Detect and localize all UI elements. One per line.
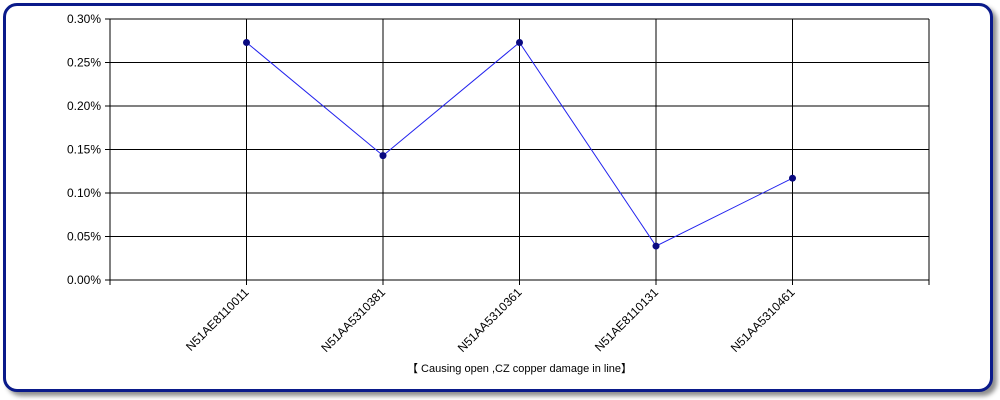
- y-axis-ticks: 0.00% 0.05% 0.10% 0.15% 0.20% 0.25% 0.30%: [67, 12, 110, 287]
- data-point: [379, 152, 387, 160]
- data-point: [243, 38, 250, 46]
- x-tick-label: N51AE8110131: [592, 285, 661, 354]
- x-axis-ticks: N51AE8110011 N51AA5310381 N51AA5310361 N51A…: [109, 280, 930, 355]
- data-point: [789, 174, 796, 182]
- y-tick-label: 0.05%: [67, 230, 101, 244]
- y-tick-label: 0.00%: [67, 273, 101, 287]
- series-group: [243, 38, 796, 250]
- y-tick-label: 0.20%: [67, 99, 101, 113]
- data-point: [516, 38, 523, 46]
- x-tick-label: N51AA5310381: [318, 285, 388, 355]
- x-tick-label: N51AE8110011: [183, 285, 252, 354]
- y-tick-label: 0.30%: [67, 12, 101, 26]
- x-tick-label: N51AA5310461: [728, 285, 798, 355]
- data-point: [652, 242, 660, 250]
- y-tick-label: 0.15%: [67, 143, 101, 157]
- y-tick-label: 0.10%: [67, 186, 101, 200]
- y-tick-label: 0.25%: [67, 56, 101, 70]
- x-axis-title: 【 Causing open ,CZ copper damage in line…: [407, 362, 632, 375]
- x-tick-label: N51AA5310361: [455, 285, 525, 355]
